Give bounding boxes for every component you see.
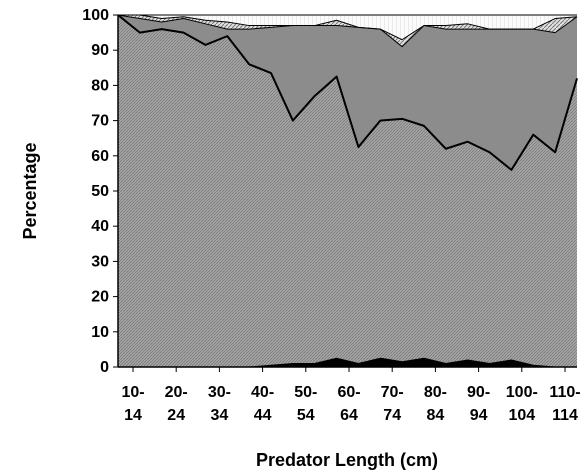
area-series-2 <box>118 15 577 367</box>
y-tick-label: 90 <box>91 42 109 59</box>
area-series-group <box>118 15 577 367</box>
area-series-1 <box>118 358 577 367</box>
x-axis-title: Predator Length (cm) <box>256 450 438 470</box>
y-axis-title: Percentage <box>20 142 40 239</box>
series-boundary-4 <box>118 14 578 41</box>
x-tick-label-bottom: 44 <box>254 407 272 424</box>
x-tick-label-bottom: 104 <box>508 407 535 424</box>
x-tick-label-top: 10- <box>121 384 144 401</box>
y-tick-label: 70 <box>91 113 109 130</box>
x-tick-label-bottom: 74 <box>383 407 401 424</box>
x-tick-label-bottom: 34 <box>211 407 229 424</box>
y-tick-label: 40 <box>91 218 109 235</box>
x-tick-label-top: 90- <box>467 384 490 401</box>
area-series-5 <box>118 15 577 40</box>
x-tick-label-bottom: 84 <box>427 407 445 424</box>
x-tick-label-top: 20- <box>165 384 188 401</box>
x-tick-label-top: 40- <box>251 384 274 401</box>
y-tick-label: 50 <box>91 183 109 200</box>
x-axis-ticks: 10- 14 20- 24 30- 34 40- 44 50- 54 60- 64 70- 74 80- 84… <box>121 367 581 424</box>
y-tick-label: 60 <box>91 148 109 165</box>
x-tick-label-bottom: 54 <box>297 407 315 424</box>
x-tick-label-top: 110- <box>549 384 580 401</box>
x-tick-label-bottom: 64 <box>340 407 358 424</box>
x-tick-label-top: 60- <box>337 384 360 401</box>
x-tick-label-top: 30- <box>208 384 231 401</box>
x-tick-label-bottom: 94 <box>470 407 488 424</box>
y-tick-label: 0 <box>100 359 109 376</box>
x-tick-label-bottom: 114 <box>552 407 578 424</box>
y-axis-ticks: 0 10 20 30 40 50 60 70 80 90 100 <box>82 7 118 376</box>
x-tick-label-top: 100- <box>506 384 538 401</box>
y-tick-label: 10 <box>91 324 109 341</box>
y-tick-label: 100 <box>82 7 109 24</box>
area-series-3 <box>118 15 577 170</box>
y-tick-label: 30 <box>91 253 109 270</box>
y-tick-label: 80 <box>91 77 109 94</box>
series-boundary-2 <box>117 14 578 171</box>
x-tick-label-top: 70- <box>381 384 404 401</box>
x-tick-label-top: 50- <box>294 384 317 401</box>
x-tick-label-bottom: 24 <box>167 407 185 424</box>
x-tick-label-bottom: 14 <box>124 407 142 424</box>
x-tick-label-top: 80- <box>424 384 447 401</box>
y-tick-label: 20 <box>91 289 109 306</box>
